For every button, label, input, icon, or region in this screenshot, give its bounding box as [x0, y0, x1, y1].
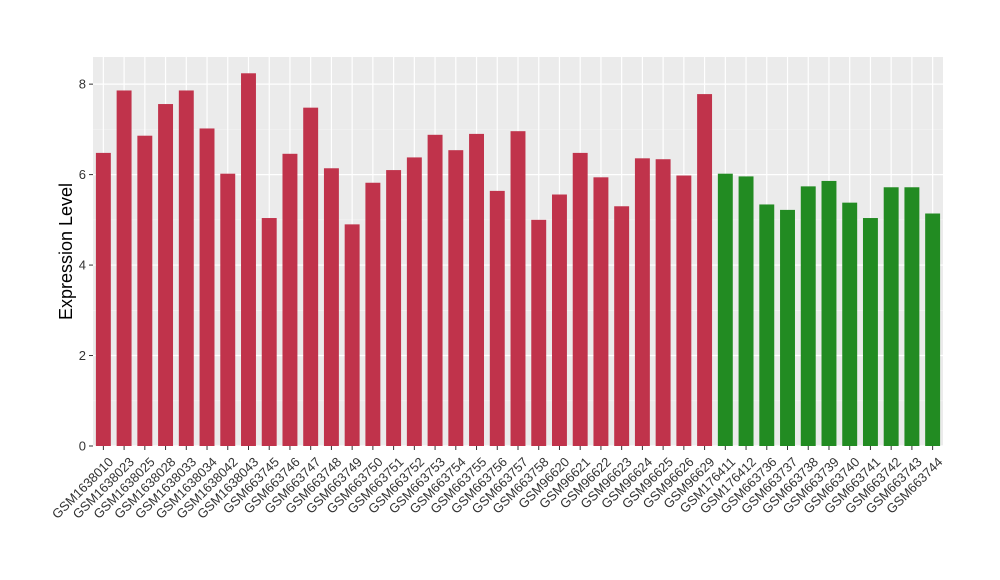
y-axis: 0 2 4 6 8: [79, 77, 93, 454]
bar-GSM663739: [821, 180, 837, 447]
y-axis-title: Expression Level: [56, 183, 76, 320]
bar-GSM1638010: [95, 152, 111, 447]
bar-GSM96629: [697, 94, 713, 446]
bar-GSM663758: [531, 219, 547, 446]
bar-GSM663745: [261, 218, 277, 446]
bar-GSM96626: [676, 175, 692, 446]
bars: [95, 73, 941, 447]
bar-GSM663750: [365, 182, 381, 446]
bar-GSM1638025: [137, 135, 153, 446]
bar-GSM96625: [655, 159, 671, 446]
bar-GSM96621: [572, 152, 588, 447]
bar-GSM96624: [634, 158, 650, 446]
bar-GSM1638033: [178, 90, 194, 446]
bar-GSM663748: [323, 168, 339, 446]
bar-GSM1638028: [158, 104, 174, 446]
bar-GSM663756: [489, 190, 505, 446]
x-axis: GSM1638010GSM1638023GSM1638025GSM1638028…: [49, 446, 946, 522]
bar-GSM176411: [717, 173, 733, 446]
bar-GSM663753: [427, 134, 443, 447]
bar-GSM96620: [552, 194, 567, 446]
bar-GSM663751: [386, 170, 402, 446]
bar-GSM1638034: [199, 128, 215, 446]
bar-GSM663754: [448, 150, 464, 446]
y-tick-label: 0: [79, 439, 86, 454]
bar-GSM663755: [469, 133, 484, 446]
bar-GSM663757: [510, 131, 526, 446]
bar-GSM96623: [614, 206, 630, 446]
bar-GSM663741: [862, 218, 878, 446]
bar-GSM663747: [303, 107, 319, 446]
bar-GSM663749: [344, 224, 360, 446]
bar-GSM663736: [759, 204, 775, 446]
bar-GSM96622: [593, 177, 609, 446]
bar-GSM663737: [780, 209, 795, 446]
y-tick-label: 8: [79, 77, 86, 92]
bar-GSM176412: [738, 176, 754, 447]
bar-GSM663743: [904, 187, 920, 446]
y-tick-label: 2: [79, 348, 86, 363]
bar-GSM663752: [406, 157, 422, 447]
bar-GSM1638043: [241, 73, 256, 446]
bar-GSM663738: [800, 186, 816, 446]
bar-GSM1638042: [220, 173, 236, 446]
bar-GSM663744: [925, 213, 941, 446]
bar-GSM1638023: [116, 90, 132, 446]
bar-GSM663740: [842, 202, 858, 446]
bar-GSM663746: [282, 153, 298, 446]
y-tick-label: 4: [79, 258, 86, 273]
y-tick-label: 6: [79, 167, 86, 182]
bar-GSM663742: [883, 187, 899, 446]
